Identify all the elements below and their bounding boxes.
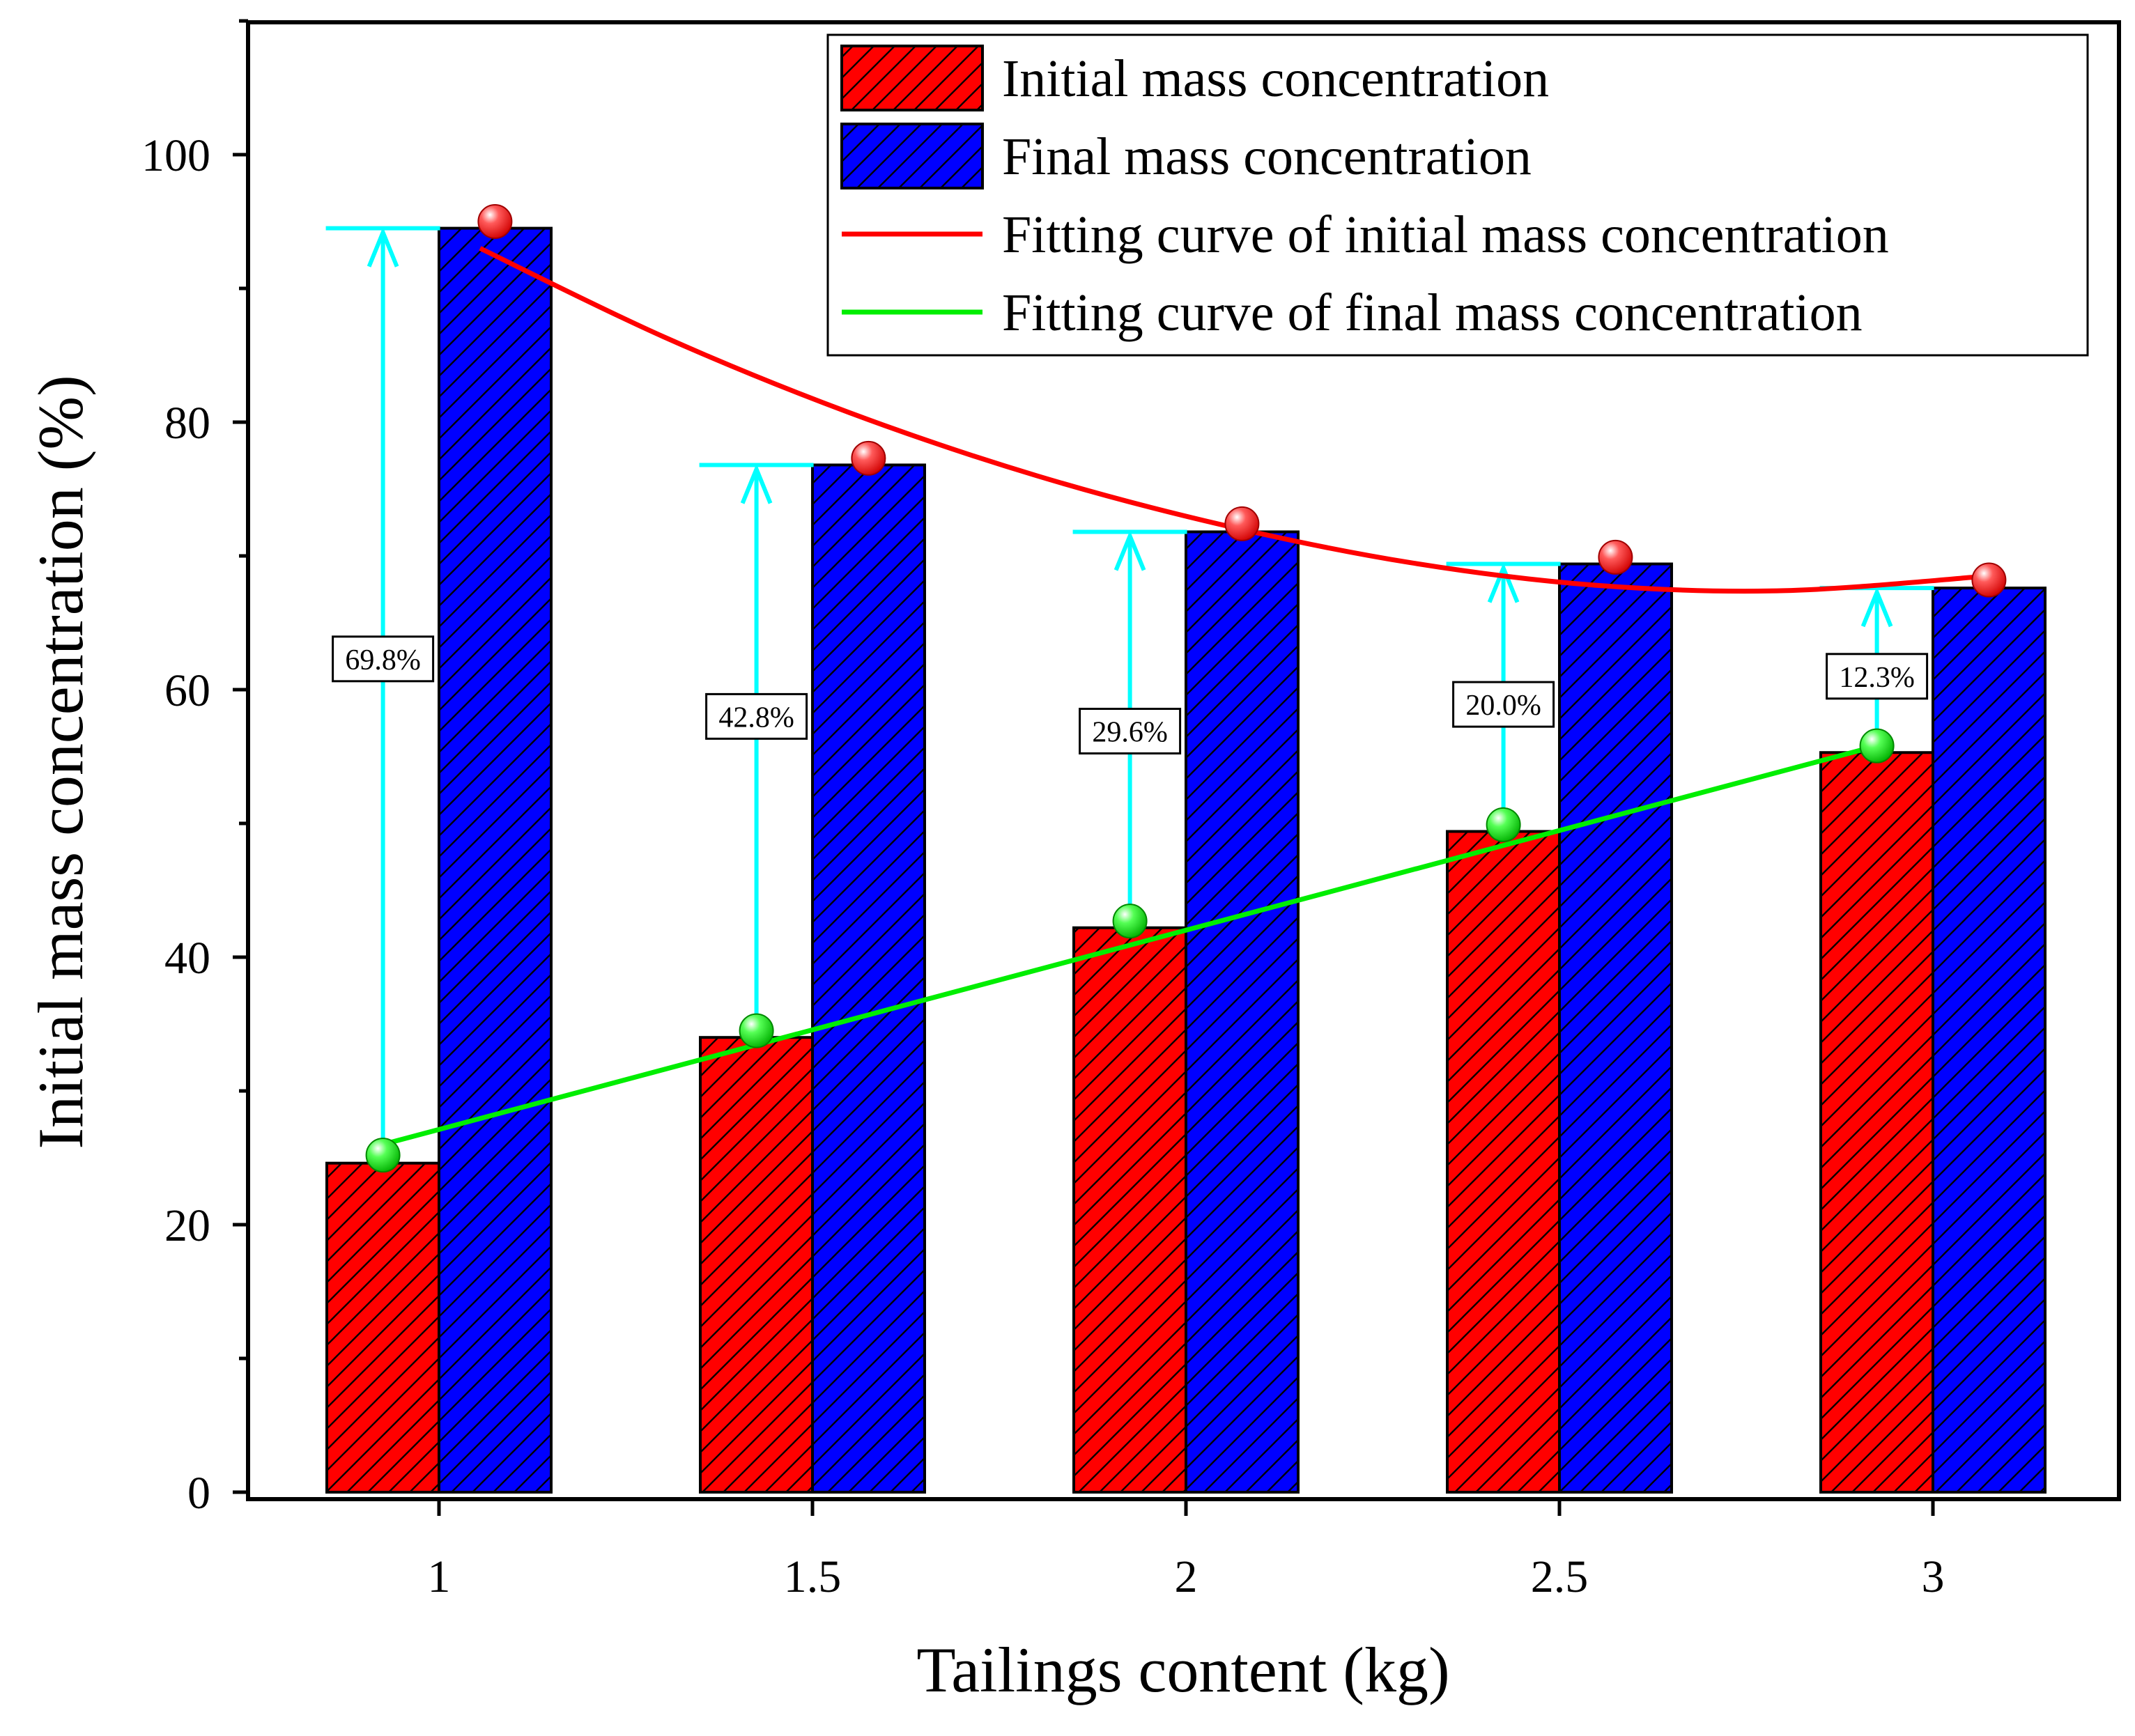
diff-label-box-0	[332, 635, 435, 683]
legend-label-2: Fitting curve of initial mass concentrat…	[1002, 206, 1889, 264]
x-tick-label-1: 1.5	[784, 1551, 842, 1602]
plot-frame	[246, 20, 2121, 1501]
y-axis: 0 20 40 60 80 100	[141, 19, 248, 1519]
difference-annotations: 69.8% 42.8% 29.6% 20.0% 12.3%	[325, 226, 1934, 1156]
diff-label-0: 69.8%	[345, 644, 421, 676]
bars-layer	[325, 226, 2047, 1494]
fit-point-initial-4	[1971, 562, 2007, 598]
fit-point-final-0	[365, 1138, 401, 1173]
x-tick-label-3: 2.5	[1531, 1551, 1589, 1602]
x-axis: 1 1.5 2 2.5 3	[428, 1499, 1945, 1602]
bar-hatch-initial-4	[1819, 751, 1934, 1494]
fit-point-final-2	[1112, 904, 1148, 939]
fit-curve-initial	[479, 246, 1989, 594]
x-axis-title: Tailings content (kg)	[916, 1634, 1449, 1705]
y-tick-label-100: 100	[141, 130, 210, 181]
diff-label-box-2	[1079, 708, 1182, 755]
bar-hatch-initial-3	[1446, 830, 1561, 1494]
legend-swatch-hatch-0	[840, 45, 984, 111]
fit-point-final-4	[1859, 728, 1895, 764]
x-tick-label-4: 3	[1922, 1551, 1945, 1602]
bar-hatch-final-2	[1185, 530, 1300, 1494]
diff-label-2: 29.6%	[1092, 717, 1168, 749]
diff-label-3: 20.0%	[1465, 690, 1541, 722]
fit-points	[365, 204, 2007, 1173]
bar-hatch-initial-0	[325, 1161, 440, 1494]
legend-label-1: Final mass concentration	[1002, 127, 1532, 186]
diff-arrow-head-2	[1113, 530, 1146, 571]
fit-curve-final	[382, 743, 1878, 1147]
bar-hatch-final-3	[1558, 562, 1673, 1494]
x-tick-label-0: 1	[428, 1551, 451, 1602]
fit-curves	[382, 246, 1989, 1147]
y-tick-label-40: 40	[164, 933, 210, 984]
fit-point-initial-0	[477, 204, 513, 239]
bar-hatch-final-4	[1932, 587, 2047, 1494]
fit-point-initial-3	[1598, 539, 1633, 575]
bar-hatch-final-1	[811, 463, 926, 1494]
y-tick-label-60: 60	[164, 665, 210, 716]
bar-hatch-final-0	[438, 226, 553, 1494]
diff-label-1: 42.8%	[718, 702, 794, 734]
fit-point-initial-2	[1224, 506, 1260, 541]
fit-point-final-1	[739, 1013, 774, 1048]
diff-label-box-1	[705, 692, 808, 740]
diff-arrow-head-0	[367, 226, 399, 268]
diff-label-box-3	[1452, 681, 1555, 728]
x-tick-label-2: 2	[1175, 1551, 1198, 1602]
y-tick-label-0: 0	[187, 1468, 210, 1519]
bar-hatch-initial-2	[1072, 926, 1187, 1494]
y-tick-label-20: 20	[164, 1200, 210, 1251]
fit-point-initial-1	[851, 440, 886, 476]
diff-arrow-head-4	[1860, 587, 1893, 628]
diff-label-box-4	[1826, 653, 1929, 700]
y-tick-label-80: 80	[164, 398, 210, 449]
legend-box	[826, 33, 2089, 357]
diff-label-4: 12.3%	[1839, 662, 1915, 694]
diff-arrow-head-3	[1487, 562, 1520, 603]
legend: Initial mass concentration Final mass con…	[826, 33, 2089, 357]
y-axis-title: Initial mass concentration (%)	[25, 375, 96, 1149]
legend-swatch-hatch-1	[840, 123, 984, 189]
diff-arrow-head-1	[740, 463, 773, 504]
legend-label-0: Initial mass concentration	[1002, 49, 1549, 108]
fit-point-final-3	[1486, 807, 1521, 842]
bar-hatch-initial-1	[699, 1036, 814, 1494]
legend-label-3: Fitting curve of final mass concentratio…	[1002, 284, 1863, 342]
